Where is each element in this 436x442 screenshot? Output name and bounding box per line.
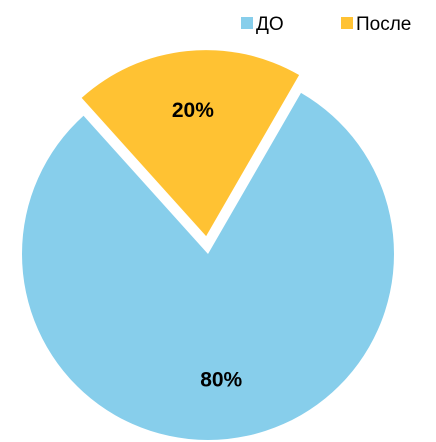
slice-label-1: 80% — [200, 368, 242, 391]
pie-slice-2 — [81, 50, 300, 237]
legend-swatch-1 — [241, 17, 253, 29]
legend-swatch-2 — [341, 17, 353, 29]
legend-label-2: После — [356, 14, 411, 35]
pie-slices — [21, 50, 394, 441]
legend: ДО После — [241, 14, 411, 35]
slice-label-2: 20% — [172, 99, 214, 122]
pie-slice-1 — [21, 92, 394, 441]
legend-label-1: ДО — [256, 14, 284, 35]
slice-labels: 80% 20% — [172, 99, 243, 391]
